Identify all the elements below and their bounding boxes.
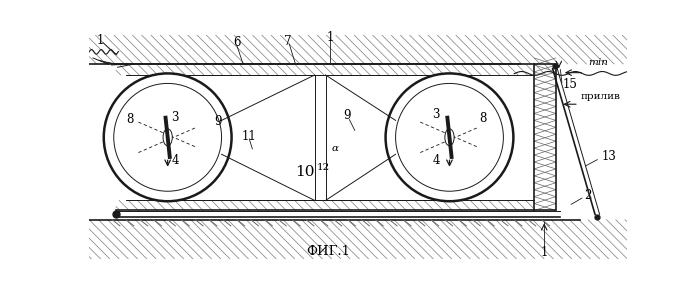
Ellipse shape [163,129,172,146]
Text: 4: 4 [433,154,440,167]
Text: 11: 11 [242,130,257,143]
Text: 9: 9 [214,116,222,128]
Circle shape [386,73,513,201]
Text: 10: 10 [295,165,315,179]
Text: 6: 6 [233,36,240,49]
Text: 8: 8 [480,111,487,125]
Text: ФИГ.1: ФИГ.1 [306,245,350,258]
Text: 1: 1 [540,246,548,259]
Text: 3: 3 [432,108,440,121]
Text: 1: 1 [326,31,334,44]
Text: 8: 8 [127,113,134,126]
Text: α: α [332,144,339,152]
Ellipse shape [445,129,454,146]
Text: 12: 12 [317,163,330,172]
Text: 2: 2 [584,189,591,202]
Text: 4: 4 [172,154,179,167]
Text: 3: 3 [172,111,179,124]
Text: 7: 7 [284,35,291,48]
Bar [534,64,556,210]
Text: 15: 15 [563,79,577,91]
Text: 1: 1 [96,34,103,47]
Circle shape [103,73,231,201]
Text: 9: 9 [343,109,351,122]
Text: 13: 13 [601,150,616,163]
Text: прилив: прилив [580,92,620,101]
Text: min: min [588,58,608,67]
